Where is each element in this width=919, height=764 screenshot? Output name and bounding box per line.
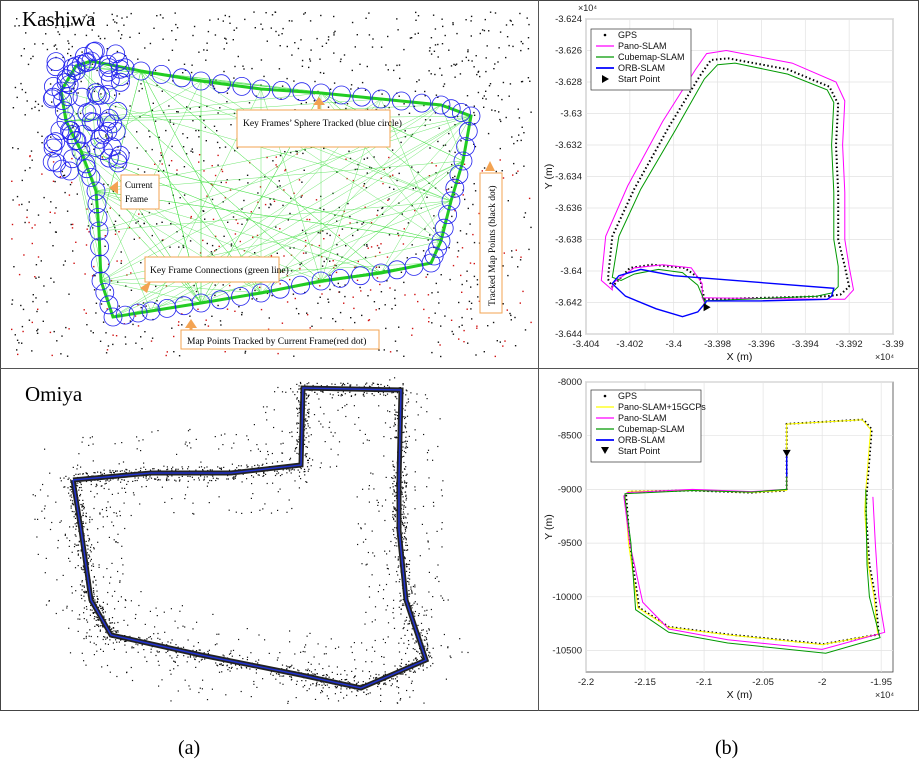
y-tick-label: -3.644 [555,329,582,340]
y-tick-label: -8500 [558,431,582,442]
y-axis-label: Y (m) [543,164,555,189]
y-exponent: ×10⁴ [578,3,597,13]
legend-box [590,389,702,463]
chart-omiya-trajectory: -2.2 -2.15 -2.1 -2.05 -2 -1.95 -8000 -8500 -9000… [543,377,894,701]
x-tick-label: -3.402 [616,339,643,350]
legend-label: ORB-SLAM [618,63,665,73]
annotations: Key Frames’ Sphere Tracked (blue circle)… [109,97,503,350]
x-tick-label: -3.4 [666,339,682,350]
legend-label: Cubemap-SLAM [618,424,685,434]
series-line-cubemap [611,62,839,308]
series-line-pano [623,452,886,650]
omiya-map-points [32,377,469,704]
y-axis-label: Y (m) [543,514,555,539]
legend-label: Pano-SLAM [618,413,667,423]
y-tick-label: -10500 [552,646,582,657]
series-line-pano_gcp [624,419,879,646]
chart-kashiwa-trajectory: -3.404 -3.402 -3.4 -3.398 -3.396 -3.394 -3.392… [543,3,904,363]
panel-divider-vertical [538,0,539,711]
y-tick-label: -3.638 [555,235,582,246]
y-tick-label: -10000 [552,592,582,603]
y-tick-label: -9500 [558,538,582,549]
legend-label: GPS [618,391,637,401]
annotation-keyframe-sphere: Key Frames’ Sphere Tracked (blue circle) [236,97,402,148]
y-tick-label: -3.64 [560,266,582,277]
legend-label: Pano-SLAM [618,41,667,51]
y-tick-label: -3.636 [555,203,582,214]
panel-title-omiya: Omiya [25,382,83,406]
y-tick-label: -3.632 [555,140,582,151]
x-tick-label: -3.392 [836,339,863,350]
x-tick-label: -3.396 [748,339,775,350]
start-point-marker [703,303,711,312]
x-tick-label: -2 [818,677,826,688]
series-line-gps [625,418,880,646]
y-tick-label: -3.642 [555,298,582,309]
start-point-marker [782,449,791,457]
panel-divider-horizontal [0,368,919,369]
legend-label: GPS [618,30,637,40]
caption-b: (b) [715,737,739,759]
y-tick-label: -9000 [558,484,582,495]
annotation-current-frame-text-1: Current [125,180,153,190]
legend-swatch-gps [603,394,607,398]
omiya-trajectory [70,385,430,691]
x-exponent: ×10⁴ [875,352,894,362]
legend-label: Start Point [618,74,661,84]
legend-box [590,28,692,91]
kashiwa-map-image: Key Frames’ Sphere Tracked (blue circle)… [11,11,532,358]
legend-swatch-start-point [601,447,609,454]
x-axis-label: X (m) [727,351,753,363]
caption-a: (a) [178,737,201,759]
legend-label: Start Point [618,446,661,456]
annotation-tracked-map-points-text: Tracked Map Points (black dot) [487,186,498,307]
x-tick-label: -1.95 [870,677,892,688]
legend-label: Pano-SLAM+15GCPs [618,402,706,412]
x-exponent: ×10⁴ [875,690,894,700]
legend-label: ORB-SLAM [618,435,665,445]
x-axis-label: X (m) [727,689,753,701]
y-tick-label: -3.628 [555,77,582,88]
annotation-current-frame: Current Frame [109,174,160,210]
x-tick-label: -2.1 [696,677,712,688]
kashiwa-map-points [11,11,532,358]
series-line-pano [600,49,855,308]
x-tick-label: -2.05 [752,677,774,688]
legend-swatch-start-point [602,75,609,83]
annotation-current-frame-text-2: Frame [125,194,148,204]
annotation-map-points-current-text: Map Points Tracked by Current Frame(red … [187,336,366,347]
annotation-keyframe-connections-text: Key Frame Connections (green line) [150,265,289,276]
y-tick-label: -8000 [558,377,582,388]
x-tick-label: -2.2 [578,677,594,688]
y-tick-label: -3.624 [555,14,582,25]
y-tick-label: -3.626 [555,46,582,57]
series-line-gps [606,57,851,308]
x-tick-label: -2.15 [634,677,656,688]
annotation-keyframe-sphere-text: Key Frames’ Sphere Tracked (blue circle) [243,118,402,129]
x-tick-label: -3.398 [704,339,731,350]
legend-swatch-gps [603,33,607,37]
x-tick-label: -3.39 [882,339,904,350]
series-line-cubemap [624,452,881,654]
annotation-map-points-current: Map Points Tracked by Current Frame(red … [180,319,380,350]
panel-title-kashiwa: Kashiwa [22,7,96,31]
annotation-keyframe-connections: Key Frame Connections (green line) [140,256,289,293]
y-tick-label: -3.63 [560,109,582,120]
legend-label: Cubemap-SLAM [618,52,685,62]
y-tick-label: -3.634 [555,172,582,183]
omiya-map-image [32,377,469,704]
annotation-tracked-map-points: Tracked Map Points (black dot) [479,161,503,314]
series-line-orb [611,268,835,318]
x-tick-label: -3.394 [792,339,819,350]
x-tick-label: -3.404 [573,339,600,350]
